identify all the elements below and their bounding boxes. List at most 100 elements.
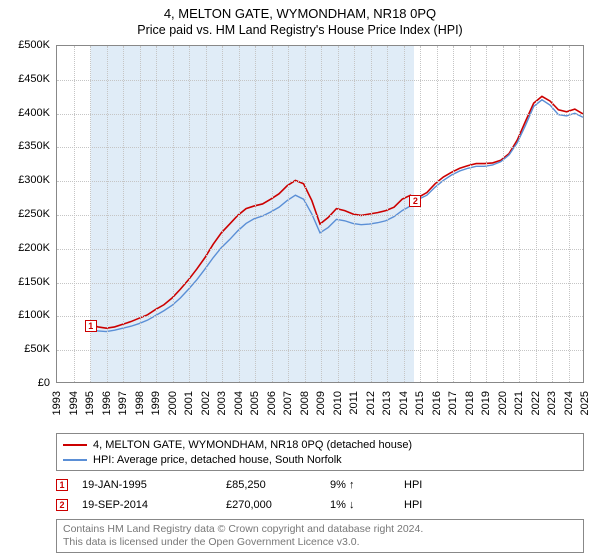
y-axis-label: £300K bbox=[18, 174, 50, 186]
x-axis-label: 2013 bbox=[381, 391, 393, 415]
gridline-vertical bbox=[420, 46, 421, 382]
y-axis-label: £100K bbox=[18, 309, 50, 321]
x-axis-label: 2007 bbox=[282, 391, 294, 415]
gridline-vertical bbox=[486, 46, 487, 382]
chart-subtitle: Price paid vs. HM Land Registry's House … bbox=[10, 23, 590, 37]
x-axis-label: 2022 bbox=[530, 391, 542, 415]
gridline-horizontal bbox=[57, 114, 583, 115]
x-axis-label: 2023 bbox=[546, 391, 558, 415]
x-axis-label: 1999 bbox=[150, 391, 162, 415]
y-axis-label: £500K bbox=[18, 39, 50, 51]
footer-attribution: Contains HM Land Registry data © Crown c… bbox=[56, 519, 584, 553]
gridline-horizontal bbox=[57, 350, 583, 351]
sale-pct: 9% ↑ bbox=[330, 479, 390, 491]
x-axis-label: 2012 bbox=[365, 391, 377, 415]
sale-vs: HPI bbox=[404, 479, 434, 491]
x-axis-label: 2002 bbox=[200, 391, 212, 415]
footer-line: This data is licensed under the Open Gov… bbox=[63, 536, 577, 549]
gridline-vertical bbox=[222, 46, 223, 382]
sale-record-row: 2 19-SEP-2014 £270,000 1% ↓ HPI bbox=[56, 495, 584, 515]
arrow-up-icon: ↑ bbox=[349, 479, 355, 491]
gridline-horizontal bbox=[57, 283, 583, 284]
gridline-vertical bbox=[206, 46, 207, 382]
x-axis-label: 2001 bbox=[183, 391, 195, 415]
gridline-vertical bbox=[536, 46, 537, 382]
legend: 4, MELTON GATE, WYMONDHAM, NR18 0PQ (det… bbox=[56, 433, 584, 471]
x-axis-label: 2009 bbox=[315, 391, 327, 415]
gridline-vertical bbox=[239, 46, 240, 382]
legend-label: HPI: Average price, detached house, Sout… bbox=[93, 454, 342, 466]
gridline-horizontal bbox=[57, 80, 583, 81]
x-axis-label: 2016 bbox=[431, 391, 443, 415]
y-axis-label: £450K bbox=[18, 73, 50, 85]
plot-area: 12 bbox=[56, 45, 584, 383]
sale-marker-1: 1 bbox=[85, 320, 97, 332]
gridline-horizontal bbox=[57, 249, 583, 250]
x-axis-label: 2025 bbox=[579, 391, 591, 415]
arrow-down-icon: ↓ bbox=[349, 499, 355, 511]
gridline-vertical bbox=[123, 46, 124, 382]
gridline-horizontal bbox=[57, 147, 583, 148]
sale-marker-icon: 1 bbox=[56, 479, 68, 491]
y-axis-label: £400K bbox=[18, 107, 50, 119]
gridline-vertical bbox=[503, 46, 504, 382]
x-axis-label: 2003 bbox=[216, 391, 228, 415]
sale-marker-2: 2 bbox=[409, 195, 421, 207]
chart-area: 12 £0£50K£100K£150K£200K£250K£300K£350K£… bbox=[10, 43, 590, 429]
gridline-vertical bbox=[107, 46, 108, 382]
gridline-vertical bbox=[255, 46, 256, 382]
y-axis-label: £350K bbox=[18, 140, 50, 152]
x-axis-label: 1998 bbox=[134, 391, 146, 415]
gridline-horizontal bbox=[57, 215, 583, 216]
gridline-horizontal bbox=[57, 181, 583, 182]
sale-marker-icon: 2 bbox=[56, 499, 68, 511]
sale-vs: HPI bbox=[404, 499, 434, 511]
chart-container: 4, MELTON GATE, WYMONDHAM, NR18 0PQ Pric… bbox=[0, 0, 600, 560]
chart-title: 4, MELTON GATE, WYMONDHAM, NR18 0PQ bbox=[10, 6, 590, 21]
gridline-vertical bbox=[404, 46, 405, 382]
x-axis-label: 2021 bbox=[513, 391, 525, 415]
gridline-vertical bbox=[371, 46, 372, 382]
x-axis-label: 2014 bbox=[398, 391, 410, 415]
sale-price: £85,250 bbox=[226, 479, 316, 491]
x-axis-label: 2010 bbox=[332, 391, 344, 415]
x-axis-label: 2000 bbox=[167, 391, 179, 415]
gridline-vertical bbox=[354, 46, 355, 382]
gridline-vertical bbox=[453, 46, 454, 382]
x-axis-label: 1994 bbox=[68, 391, 80, 415]
gridline-vertical bbox=[338, 46, 339, 382]
gridline-vertical bbox=[305, 46, 306, 382]
sale-record-row: 1 19-JAN-1995 £85,250 9% ↑ HPI bbox=[56, 475, 584, 495]
x-axis-label: 1993 bbox=[51, 391, 63, 415]
y-axis-label: £250K bbox=[18, 208, 50, 220]
gridline-vertical bbox=[519, 46, 520, 382]
gridline-vertical bbox=[288, 46, 289, 382]
line-series-svg bbox=[57, 46, 583, 382]
footer-line: Contains HM Land Registry data © Crown c… bbox=[63, 523, 577, 536]
gridline-vertical bbox=[470, 46, 471, 382]
x-axis-label: 2024 bbox=[563, 391, 575, 415]
gridline-vertical bbox=[189, 46, 190, 382]
x-axis-label: 2005 bbox=[249, 391, 261, 415]
gridline-vertical bbox=[173, 46, 174, 382]
legend-swatch bbox=[63, 459, 87, 461]
gridline-vertical bbox=[569, 46, 570, 382]
y-axis-label: £0 bbox=[38, 377, 50, 389]
x-axis-label: 2011 bbox=[348, 391, 360, 415]
gridline-vertical bbox=[387, 46, 388, 382]
sale-price: £270,000 bbox=[226, 499, 316, 511]
sale-records-table: 1 19-JAN-1995 £85,250 9% ↑ HPI 2 19-SEP-… bbox=[56, 475, 584, 515]
sale-date: 19-JAN-1995 bbox=[82, 479, 212, 491]
sale-date: 19-SEP-2014 bbox=[82, 499, 212, 511]
gridline-vertical bbox=[156, 46, 157, 382]
x-axis-label: 2019 bbox=[480, 391, 492, 415]
x-axis-label: 2017 bbox=[447, 391, 459, 415]
legend-swatch bbox=[63, 444, 87, 446]
x-axis-label: 2004 bbox=[233, 391, 245, 415]
legend-item-property: 4, MELTON GATE, WYMONDHAM, NR18 0PQ (det… bbox=[63, 437, 577, 452]
y-axis-label: £150K bbox=[18, 276, 50, 288]
gridline-vertical bbox=[272, 46, 273, 382]
legend-label: 4, MELTON GATE, WYMONDHAM, NR18 0PQ (det… bbox=[93, 439, 412, 451]
x-axis-label: 2020 bbox=[497, 391, 509, 415]
x-axis-label: 2015 bbox=[414, 391, 426, 415]
